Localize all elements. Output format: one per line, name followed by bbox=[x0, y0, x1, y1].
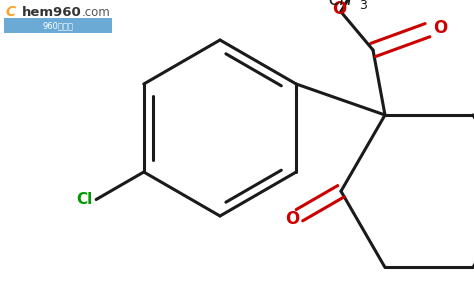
Text: 960化工网: 960化工网 bbox=[43, 21, 73, 30]
Text: 3: 3 bbox=[359, 0, 367, 11]
Text: O: O bbox=[285, 210, 300, 228]
Text: hem960: hem960 bbox=[22, 6, 82, 18]
Text: CH: CH bbox=[328, 0, 352, 9]
Text: .com: .com bbox=[82, 6, 111, 18]
Text: Cl: Cl bbox=[76, 192, 92, 207]
Text: O: O bbox=[433, 19, 447, 37]
Text: C: C bbox=[6, 5, 16, 19]
FancyBboxPatch shape bbox=[4, 18, 112, 33]
Text: O: O bbox=[332, 0, 346, 18]
